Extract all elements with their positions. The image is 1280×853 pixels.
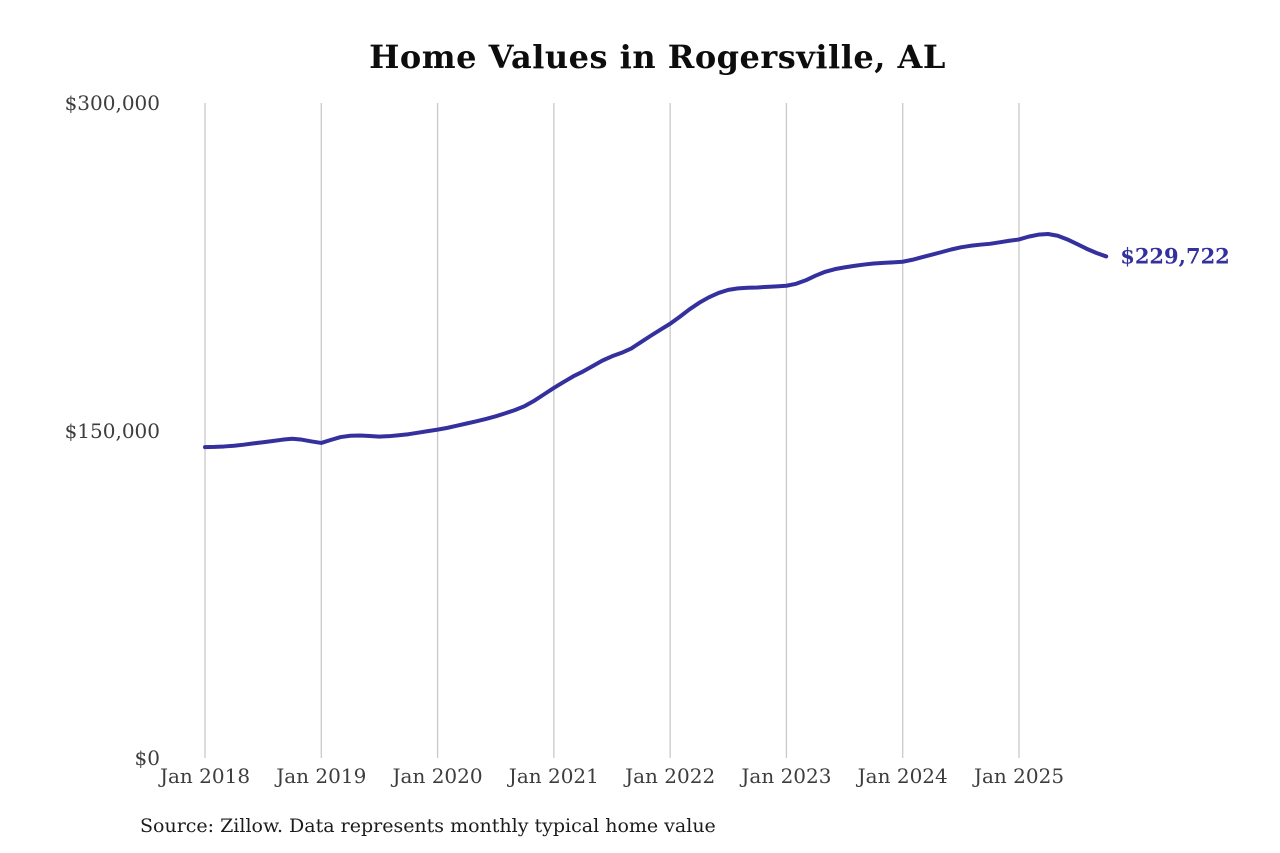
x-axis-tick-label: Jan 2023 xyxy=(741,764,832,788)
source-note: Source: Zillow. Data represents monthly … xyxy=(140,815,716,837)
x-axis-tick-label: Jan 2021 xyxy=(508,764,599,788)
y-axis-tick-label: $0 xyxy=(134,746,160,770)
x-axis-tick-label: Jan 2018 xyxy=(159,764,251,788)
x-axis-tick-label: Jan 2022 xyxy=(625,764,716,788)
chart-title: Home Values in Rogersville, AL xyxy=(369,38,946,76)
y-axis-tick-label: $300,000 xyxy=(64,91,160,115)
latest-value-label: $229,722 xyxy=(1120,243,1230,269)
home-value-line xyxy=(203,232,1109,450)
x-axis-tick-label: Jan 2019 xyxy=(276,764,367,788)
y-axis-tick-label: $150,000 xyxy=(64,418,160,443)
x-axis-tick-label: Jan 2020 xyxy=(392,764,483,788)
x-axis-tick-label: Jan 2024 xyxy=(857,764,948,788)
x-axis-tick-label: Jan 2025 xyxy=(973,764,1065,788)
